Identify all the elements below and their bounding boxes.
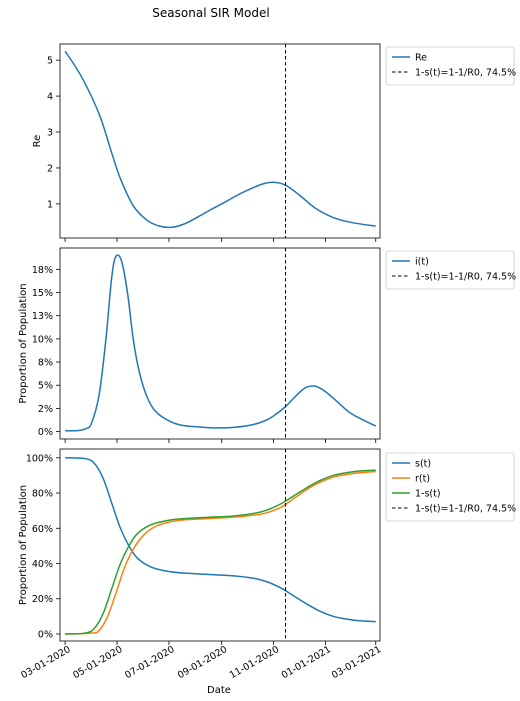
y-tick-label: 18% [32, 265, 53, 276]
y-tick-label: 2% [38, 404, 53, 415]
series-line-3 [65, 469, 376, 635]
legend-label: i(t) [415, 257, 429, 268]
y-tick-label: 5 [47, 56, 53, 67]
x-tick-label: 07-01-2020 [123, 644, 176, 681]
plot-frame [59, 43, 381, 239]
legend-box [385, 46, 515, 86]
y-tick-label: 4 [47, 92, 53, 103]
series-line-2 [65, 470, 376, 635]
legend: Re 1-s(t)=1-1/R0, 74.5% [385, 46, 516, 86]
x-tick-label: 03-01-2020 [19, 644, 72, 681]
figure-title: Seasonal SIR Model [152, 6, 269, 20]
series-line-1 [65, 457, 376, 623]
y-tick-label: 15% [32, 288, 53, 299]
y-tick-label: 20% [32, 594, 53, 605]
legend-label: Re [415, 53, 427, 64]
panel-3: 0% 20% 40% 60% 80% 100% Proportion of Populati… [18, 448, 516, 681]
y-tick-label: 0% [38, 427, 53, 438]
y-tick-label: 5% [38, 381, 53, 392]
x-tick-label: 09-01-2020 [176, 644, 229, 681]
y-tick-label: 8% [38, 358, 53, 369]
series-line-1 [64, 50, 376, 229]
legend-label: 1-s(t)=1-1/R0, 74.5% [415, 504, 516, 515]
y-tick-label: 3 [47, 128, 53, 139]
legend-label: s(t) [415, 459, 431, 470]
y-tick-label: 1 [47, 199, 53, 210]
y-axis-label: Re [32, 135, 43, 148]
legend: s(t) r(t) 1-s(t) 1-s(t)=1-1/R0, 74.5% [385, 452, 516, 522]
y-axis-label: Proportion of Population [18, 283, 29, 403]
series-line-1 [65, 254, 377, 432]
y-axis-label: Proportion of Population [18, 485, 29, 605]
legend-label: r(t) [415, 474, 430, 485]
y-tick-label: 13% [32, 311, 53, 322]
y-tick-label: 2 [47, 163, 53, 174]
legend-box [385, 250, 515, 290]
y-tick-label: 80% [32, 489, 53, 500]
legend-label: 1-s(t)=1-1/R0, 74.5% [415, 272, 516, 283]
y-tick-label: 100% [26, 453, 53, 464]
x-tick-label: 11-01-2020 [228, 644, 281, 681]
x-axis-label: Date [207, 685, 231, 696]
panel-1: 1 2 3 4 5 Re Re 1-s(t)=1-1/R0, 74.5% [32, 43, 516, 242]
plot-frame [59, 247, 381, 440]
legend-label: 1-s(t)=1-1/R0, 74.5% [415, 68, 516, 79]
y-tick-label: 60% [32, 524, 53, 535]
x-tick-label: 05-01-2020 [71, 644, 124, 681]
legend-label: 1-s(t) [415, 489, 441, 500]
x-tick-label: 03-01-2021 [330, 644, 383, 681]
plot-frame [59, 448, 381, 642]
y-tick-label: 0% [38, 629, 53, 640]
panel-2: 0% 2% 5% 8% 10% 13% 15% 18%Proportion of Popula… [18, 247, 516, 443]
legend-box [385, 452, 515, 522]
x-tick-label: 01-01-2021 [280, 644, 333, 681]
y-tick-label: 40% [32, 559, 53, 570]
legend: i(t) 1-s(t)=1-1/R0, 74.5% [385, 250, 516, 290]
y-tick-label: 10% [32, 334, 53, 345]
